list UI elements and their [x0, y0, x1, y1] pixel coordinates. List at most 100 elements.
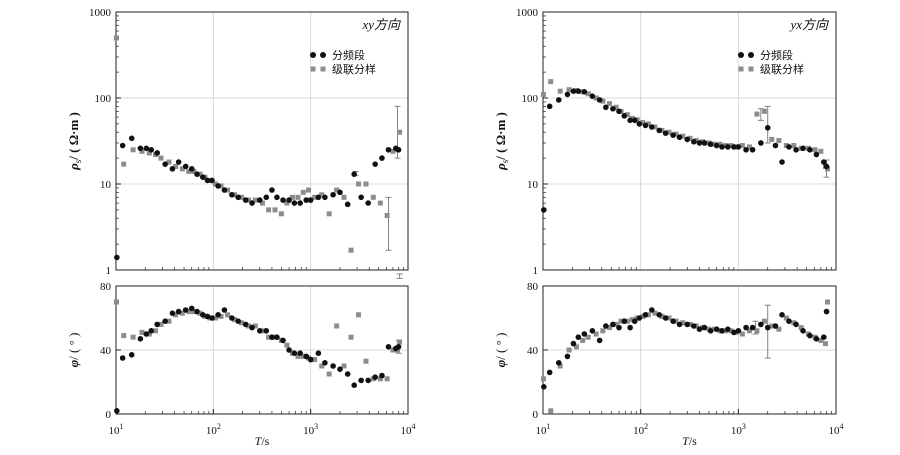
rho-point — [166, 159, 172, 165]
phase-point — [731, 329, 737, 336]
phase-point — [286, 347, 292, 353]
rho-point — [596, 97, 603, 103]
rho-point — [330, 191, 336, 198]
phase-point — [603, 323, 609, 329]
rho-point — [717, 141, 723, 147]
phase-point — [186, 309, 192, 315]
phase-point — [793, 321, 799, 328]
rho-point — [188, 166, 195, 172]
rho-point — [128, 135, 135, 142]
phase-point — [707, 328, 714, 334]
rho-point — [613, 104, 619, 110]
phase-point — [326, 371, 332, 377]
rho-point — [212, 181, 218, 187]
phase-y-tick-label: 40 — [527, 345, 539, 357]
rho-point — [139, 148, 145, 154]
rho-point — [645, 121, 651, 127]
phase-point — [303, 353, 310, 360]
x-tick-label: 101 — [109, 422, 124, 437]
rho-point — [636, 121, 643, 127]
rho-point — [158, 155, 164, 161]
phase-point — [239, 320, 245, 326]
phase-point — [624, 318, 630, 324]
rho-point — [540, 91, 546, 97]
phase-point — [676, 321, 683, 328]
rho-point — [589, 93, 596, 99]
rho-point — [652, 124, 658, 130]
rho-point — [204, 177, 211, 184]
phase-point — [642, 312, 649, 318]
phase-point — [557, 363, 563, 369]
rho-point — [570, 88, 577, 94]
chart-title: xy方向 — [361, 17, 401, 32]
phase-point — [390, 347, 396, 353]
phase-point — [761, 318, 767, 324]
rho-point — [260, 200, 266, 206]
phase-point — [724, 326, 731, 333]
rho-point — [266, 207, 272, 213]
rho-point — [670, 132, 676, 138]
phase-point — [291, 350, 298, 357]
phase-point — [776, 326, 782, 332]
rho-point — [297, 200, 303, 206]
rho-point — [337, 189, 343, 196]
rho-point — [274, 194, 280, 201]
rho-point — [363, 181, 369, 187]
rho-point — [286, 197, 292, 203]
phase-point — [652, 310, 658, 316]
phase-point — [242, 321, 249, 328]
phase-point — [798, 325, 804, 331]
phase-point — [555, 360, 562, 366]
phase-point — [300, 353, 306, 359]
phase-point — [154, 321, 160, 328]
rho-point — [621, 113, 628, 119]
phase-point — [616, 324, 622, 331]
rho-point — [728, 143, 734, 149]
rho-point — [305, 187, 311, 193]
phase-point — [229, 315, 235, 321]
legend-marker — [738, 66, 744, 72]
rho-point — [114, 254, 120, 261]
rho-point — [585, 91, 591, 97]
phase-point — [284, 342, 290, 348]
phase-point — [232, 317, 238, 323]
phase-point — [769, 323, 775, 329]
rho-y-tick-label: 1 — [106, 265, 112, 277]
rho-point — [358, 194, 364, 201]
phase-point — [194, 308, 200, 315]
rho-point — [691, 138, 697, 145]
rho-point — [673, 131, 679, 137]
phase-point — [114, 408, 120, 414]
phase-point — [779, 312, 785, 318]
phase-point — [662, 315, 669, 321]
phase-point — [728, 328, 734, 334]
rho-point — [278, 211, 284, 217]
phase-point — [786, 318, 792, 325]
phase-point — [739, 331, 745, 337]
phase-point — [221, 307, 228, 313]
phase-y-tick-label: 40 — [100, 345, 112, 357]
rho-point — [148, 146, 155, 153]
rho-point — [348, 247, 354, 253]
rho-point — [696, 140, 703, 146]
rho-point — [246, 197, 252, 203]
rho-point — [377, 200, 383, 206]
rho-point — [319, 192, 325, 198]
rho-point — [772, 142, 779, 149]
phase-point — [754, 328, 760, 334]
rho-y-tick-label: 1 — [533, 265, 539, 277]
rho-point — [322, 194, 328, 201]
rho-point — [593, 95, 599, 101]
chart-panel-1: 101 102 103 104 1 10 100 1000 0 40 80 ρs/ ( Ω·m ) φ/… — [66, 7, 416, 448]
rho-y-tick-label: 10 — [100, 179, 112, 191]
rho-point — [754, 111, 760, 117]
phase-point — [395, 344, 402, 350]
rho-point — [631, 117, 638, 124]
phase-point — [266, 334, 272, 340]
phase-y-axis-label: φ/ ( ° ) — [66, 333, 81, 368]
phase-point — [143, 331, 150, 337]
rho-point — [564, 91, 571, 98]
phase-point — [384, 376, 390, 382]
rho-point — [239, 194, 245, 200]
phase-point — [820, 334, 827, 341]
